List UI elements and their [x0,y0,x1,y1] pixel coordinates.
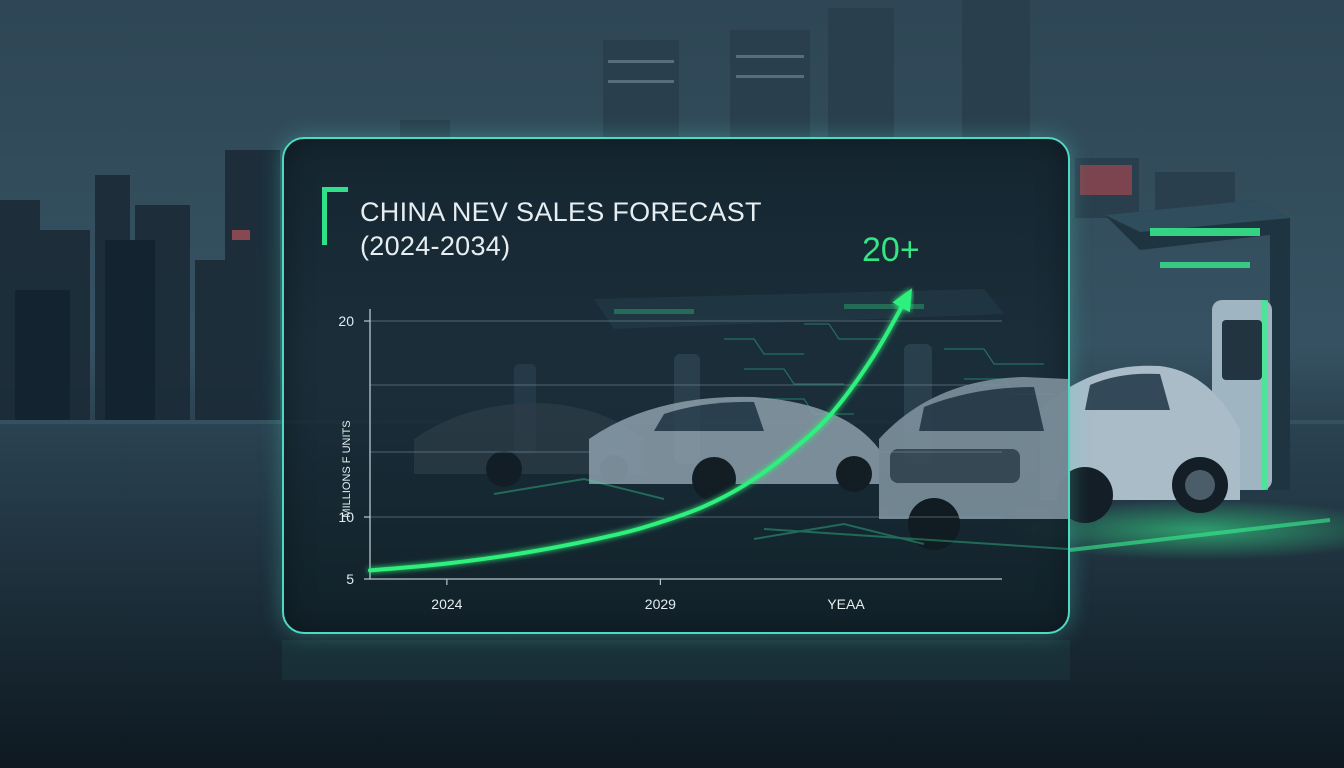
x-tick-label-2024: 2024 [431,596,462,612]
corner-bracket-accent [322,187,348,245]
x-tick-labels: 2024 2029 [431,579,676,612]
x-axis-title: YEAA [827,596,865,612]
x-tick-label-2029: 2029 [645,596,676,612]
chart-title-line-1: CHINA NEV SALES FORECAST [360,197,762,227]
y-tick-label-5: 5 [346,571,354,587]
gridlines [370,320,1002,518]
y-axis-title: MILLIONS F UNITS [341,420,353,517]
chart-title: CHINA NEV SALES FORECAST (2024-2034) [360,195,762,263]
arrow-head-icon [892,288,912,313]
y-tick-label-20: 20 [338,313,354,329]
chart-card: CHINA NEV SALES FORECAST (2024-2034) 20 1… [282,137,1070,634]
line-chart: 20 10 5 2024 2029 MILLIONS F UNITS YEAA 20+ [338,231,1002,612]
card-background-scene [414,289,1068,550]
y-tick-label-10: 10 [338,509,354,525]
series-line-nev-sales [368,293,911,573]
chart-title-line-2: (2024-2034) [360,231,511,261]
y-tick-labels: 20 10 5 [338,313,370,587]
callout-label: 20+ [862,231,920,269]
